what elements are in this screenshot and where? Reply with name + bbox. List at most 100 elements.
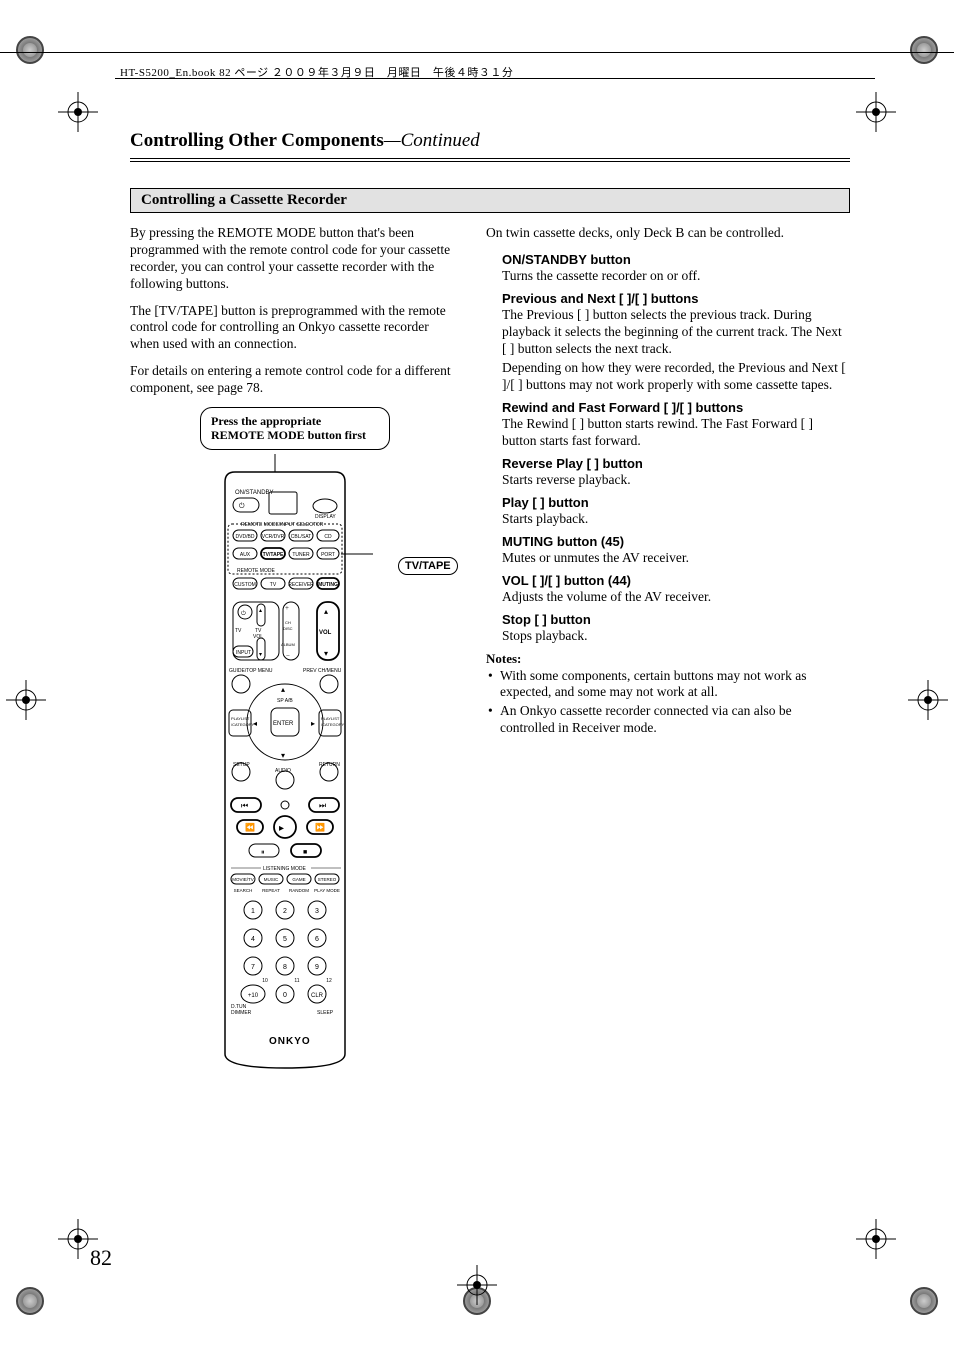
reg-mark-tl xyxy=(58,92,98,132)
svg-text:PREV CH/MENU: PREV CH/MENU xyxy=(303,668,342,674)
svg-text:▾: ▾ xyxy=(259,652,262,658)
btn-txt-play: Starts playback. xyxy=(502,511,846,528)
btn-txt-onstandby: Turns the cassette recorder on or off. xyxy=(502,268,846,285)
left-column: By pressing the REMOTE MODE button that'… xyxy=(130,225,460,1074)
page-title-row: Controlling Other Components—Continued xyxy=(130,130,850,162)
svg-text:PLAYLIST: PLAYLIST xyxy=(321,716,340,721)
note-item-2: An Onkyo cassette recorder connected via… xyxy=(486,703,846,737)
svg-text:PLAY MODE: PLAY MODE xyxy=(314,888,340,893)
svg-text:+10: +10 xyxy=(248,993,259,999)
svg-text:DIMMER: DIMMER xyxy=(231,1010,252,1016)
svg-text:GUIDE/TOP MENU: GUIDE/TOP MENU xyxy=(229,668,273,674)
svg-text:CLR: CLR xyxy=(311,993,324,999)
crop-circle-br xyxy=(910,1287,938,1315)
right-column: On twin cassette decks, only Deck B can … xyxy=(486,225,846,1074)
crop-circle-tr xyxy=(910,36,938,64)
svg-text:SP A/B: SP A/B xyxy=(277,698,293,704)
svg-text:▴: ▴ xyxy=(324,607,328,616)
btn-hdr-stop: Stop [ ] button xyxy=(502,612,846,628)
svg-text:TV: TV xyxy=(235,628,242,634)
svg-text:6: 6 xyxy=(315,936,319,943)
svg-text:▾: ▾ xyxy=(281,751,285,760)
svg-text:12: 12 xyxy=(326,978,332,984)
svg-text:2: 2 xyxy=(283,908,287,915)
remote-note-line-2: REMOTE MODE button first xyxy=(211,428,379,442)
svg-text:/CATEGORY: /CATEGORY xyxy=(231,722,255,727)
svg-text:DVD/BD: DVD/BD xyxy=(236,534,255,540)
svg-text:MOVIE/TV: MOVIE/TV xyxy=(232,877,254,882)
remote-mode-note: Press the appropriate REMOTE MODE button… xyxy=(200,407,390,450)
svg-text:▾: ▾ xyxy=(324,649,328,658)
svg-text:INPUT: INPUT xyxy=(236,650,251,656)
svg-text:RECEIVER: RECEIVER xyxy=(288,582,314,588)
remote-svg: ON/STANDBY ⏻ DISPLAY REMOTE MODE/INPUT S… xyxy=(165,454,425,1074)
svg-text:CBL/SAT: CBL/SAT xyxy=(291,534,311,540)
notes-list: With some components, certain buttons ma… xyxy=(486,668,846,738)
note-item-1: With some components, certain buttons ma… xyxy=(486,668,846,702)
crop-circle-bl xyxy=(16,1287,44,1315)
svg-text:SLEEP: SLEEP xyxy=(317,1010,334,1016)
intro-para-1: By pressing the REMOTE MODE button that'… xyxy=(130,225,460,293)
btn-txt-stop: Stops playback. xyxy=(502,628,846,645)
btn-hdr-vol: VOL [ ]/[ ] button (44) xyxy=(502,573,846,589)
svg-text:GAME: GAME xyxy=(292,877,305,882)
btn-hdr-onstandby: ON/STANDBY button xyxy=(502,252,846,268)
btn-txt-revplay: Starts reverse playback. xyxy=(502,472,846,489)
svg-text:VOL: VOL xyxy=(319,630,332,636)
svg-text:TV/TAPE: TV/TAPE xyxy=(263,552,284,558)
svg-text:1: 1 xyxy=(251,908,255,915)
intro-para-2: The [TV/TAPE] button is preprogrammed wi… xyxy=(130,303,460,354)
svg-text:/CATEGORY: /CATEGORY xyxy=(321,722,345,727)
svg-text:MUSIC: MUSIC xyxy=(264,877,279,882)
svg-text:▸: ▸ xyxy=(279,823,284,834)
intro-para-3: For details on entering a remote control… xyxy=(130,363,460,397)
tvtape-callout: TV/TAPE xyxy=(398,557,458,575)
svg-text:TUNER: TUNER xyxy=(292,552,310,558)
btn-hdr-muting: MUTING button (45) xyxy=(502,534,846,550)
page-number: 82 xyxy=(90,1245,112,1271)
svg-text:11: 11 xyxy=(294,978,299,984)
btn-hdr-rwff: Rewind and Fast Forward [ ]/[ ] buttons xyxy=(502,400,846,416)
svg-text:0: 0 xyxy=(283,992,287,999)
reg-mark-br xyxy=(856,1219,896,1259)
svg-text:⏸: ⏸ xyxy=(261,848,265,856)
svg-text:ONKYO: ONKYO xyxy=(269,1036,311,1047)
svg-text:CUSTOM: CUSTOM xyxy=(234,582,256,588)
svg-text:REMOTE MODE: REMOTE MODE xyxy=(237,568,275,574)
btn-hdr-prevnext: Previous and Next [ ]/[ ] buttons xyxy=(502,291,846,307)
svg-text:▴: ▴ xyxy=(281,685,285,694)
svg-text:CH: CH xyxy=(285,620,291,625)
svg-text:AUX: AUX xyxy=(240,552,251,558)
btn-txt-muting: Mutes or unmutes the AV receiver. xyxy=(502,550,846,567)
reg-mark-tr xyxy=(856,92,896,132)
btn-hdr-play: Play [ ] button xyxy=(502,495,846,511)
page-title-suffix: —Continued xyxy=(384,130,480,151)
svg-text:DISPLAY: DISPLAY xyxy=(315,514,336,520)
svg-text:LISTENING MODE: LISTENING MODE xyxy=(263,866,306,872)
svg-text:⏻: ⏻ xyxy=(239,502,245,510)
svg-text:⏪: ⏪ xyxy=(245,822,255,832)
btn-txt-prevnext-2: Depending on how they were recorded, the… xyxy=(502,360,846,394)
svg-text:7: 7 xyxy=(251,964,255,971)
svg-text:5: 5 xyxy=(283,936,287,943)
reg-mark-mr xyxy=(908,680,948,720)
section-heading: Controlling a Cassette Recorder xyxy=(130,188,850,213)
svg-text:⏮: ⏮ xyxy=(241,801,248,810)
svg-text:ALBUM: ALBUM xyxy=(281,642,295,647)
svg-text:9: 9 xyxy=(315,964,319,971)
svg-text:DISC: DISC xyxy=(283,626,293,631)
page-title: Controlling Other Components xyxy=(130,130,384,151)
svg-text:■: ■ xyxy=(303,848,307,856)
svg-text:⏩: ⏩ xyxy=(315,822,325,832)
svg-text:AUDIO: AUDIO xyxy=(275,768,291,774)
btn-txt-vol: Adjusts the volume of the AV receiver. xyxy=(502,589,846,606)
svg-text:MUTING: MUTING xyxy=(318,582,338,588)
reg-mark-ml xyxy=(6,680,46,720)
svg-text:REPEAT: REPEAT xyxy=(262,888,280,893)
reg-mark-bm xyxy=(457,1265,497,1305)
svg-text:SETUP: SETUP xyxy=(233,762,250,768)
svg-text:VCR/DVR: VCR/DVR xyxy=(262,534,285,540)
svg-text:4: 4 xyxy=(251,936,255,943)
svg-text:⏻: ⏻ xyxy=(241,610,246,617)
svg-text:10: 10 xyxy=(262,978,268,984)
